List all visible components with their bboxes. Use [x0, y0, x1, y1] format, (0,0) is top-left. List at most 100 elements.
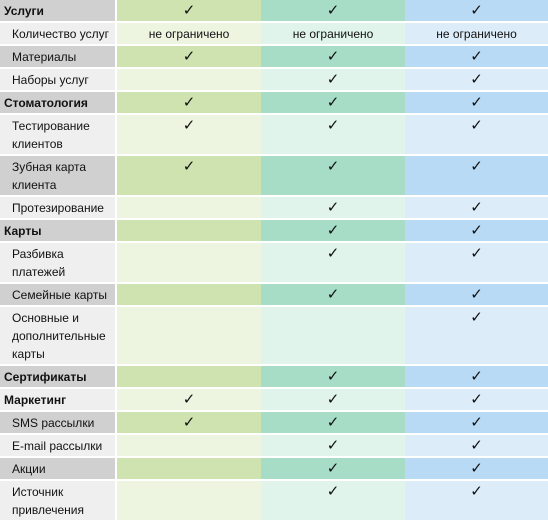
plan-2-cell: ✓ — [261, 91, 405, 115]
plan-3-cell: ✓ — [405, 365, 548, 389]
checkmark-icon: ✓ — [182, 1, 196, 19]
unlimited-text: не ограничено — [436, 27, 517, 41]
plan-3-cell: ✓ — [405, 388, 548, 412]
section-row: Сертификаты ✓ ✓ — [0, 365, 548, 389]
plan-1-cell — [116, 68, 261, 92]
feature-row: E-mail рассылки ✓ ✓ — [0, 434, 548, 458]
feature-row: Источник привлечения ✓ ✓ — [0, 480, 548, 522]
plan-2-cell: не ограничено — [261, 22, 405, 46]
checkmark-icon: ✓ — [470, 47, 483, 65]
plan-1-cell — [116, 434, 261, 458]
plan-2-cell: ✓ — [261, 457, 405, 481]
checkmark-icon: ✓ — [470, 70, 483, 88]
feature-label: Тестирование клиентов — [0, 114, 117, 156]
checkmark-icon: ✓ — [470, 367, 483, 385]
checkmark-icon: ✓ — [182, 390, 196, 408]
checkmark-icon: ✓ — [470, 93, 483, 111]
plan-1-cell: ✓ — [116, 411, 261, 435]
plan-3-cell: ✓ — [405, 68, 548, 92]
feature-label: Разбивка платежей — [0, 242, 117, 284]
plan-2-cell: ✓ — [261, 388, 405, 412]
feature-row: Зубная карта клиента ✓ ✓ ✓ — [0, 155, 548, 197]
plan-3-cell: ✓ — [405, 0, 548, 23]
checkmark-icon: ✓ — [326, 244, 340, 262]
plan-2-cell: ✓ — [261, 365, 405, 389]
checkmark-icon: ✓ — [326, 413, 340, 431]
plan-1-cell — [116, 480, 261, 522]
feature-row: Наборы услуг ✓ ✓ — [0, 68, 548, 92]
plan-3-cell: ✓ — [405, 411, 548, 435]
plan-1-cell: не ограничено — [116, 22, 261, 46]
plan-2-cell: ✓ — [261, 45, 405, 69]
plan-2-cell: ✓ — [261, 155, 405, 197]
feature-row: Основные и дополнительные карты ✓ — [0, 306, 548, 366]
checkmark-icon: ✓ — [470, 116, 483, 134]
plan-3-cell: ✓ — [405, 114, 548, 156]
plan-1-cell — [116, 306, 261, 366]
checkmark-icon: ✓ — [326, 47, 340, 65]
feature-row: Количество услуг не ограничено не ограниче… — [0, 22, 548, 46]
plan-2-cell: ✓ — [261, 196, 405, 220]
plan-1-cell: ✓ — [116, 155, 261, 197]
checkmark-icon: ✓ — [326, 367, 340, 385]
plan-3-cell: ✓ — [405, 306, 548, 366]
plan-3-cell: ✓ — [405, 196, 548, 220]
plan-3-cell: ✓ — [405, 480, 548, 522]
feature-row: Разбивка платежей ✓ ✓ — [0, 242, 548, 284]
plan-1-cell — [116, 457, 261, 481]
checkmark-icon: ✓ — [470, 413, 483, 431]
checkmark-icon: ✓ — [470, 198, 483, 216]
feature-label: Источник привлечения — [0, 480, 117, 522]
checkmark-icon: ✓ — [470, 390, 483, 408]
plan-2-cell: ✓ — [261, 283, 405, 307]
checkmark-icon: ✓ — [326, 1, 340, 19]
section-label: Маркетинг — [0, 388, 117, 412]
feature-label: Зубная карта клиента — [0, 155, 117, 197]
plan-2-cell: ✓ — [261, 480, 405, 522]
section-label: Стоматология — [0, 91, 117, 115]
checkmark-icon: ✓ — [182, 93, 196, 111]
feature-row: SMS рассылки ✓ ✓ ✓ — [0, 411, 548, 435]
plan-3-cell: ✓ — [405, 283, 548, 307]
feature-label: Семейные карты — [0, 283, 117, 307]
feature-label: Наборы услуг — [0, 68, 117, 92]
plan-1-cell — [116, 283, 261, 307]
plan-2-cell: ✓ — [261, 411, 405, 435]
checkmark-icon: ✓ — [326, 436, 340, 454]
plan-2-cell — [261, 306, 405, 366]
checkmark-icon: ✓ — [326, 459, 340, 477]
feature-label: Количество услуг — [0, 22, 117, 46]
checkmark-icon: ✓ — [326, 390, 340, 408]
checkmark-icon: ✓ — [470, 157, 483, 175]
section-row: Маркетинг ✓ ✓ ✓ — [0, 388, 548, 412]
section-row: Услуги ✓ ✓ ✓ — [0, 0, 548, 23]
section-label: Сертификаты — [0, 365, 117, 389]
plan-3-cell: ✓ — [405, 155, 548, 197]
section-label: Карты — [0, 219, 117, 243]
plan-1-cell — [116, 242, 261, 284]
plan-2-cell: ✓ — [261, 434, 405, 458]
plan-1-cell: ✓ — [116, 45, 261, 69]
checkmark-icon: ✓ — [326, 285, 340, 303]
plan-1-cell: ✓ — [116, 388, 261, 412]
feature-label: Материалы — [0, 45, 117, 69]
checkmark-icon: ✓ — [326, 221, 340, 239]
checkmark-icon: ✓ — [182, 116, 196, 134]
checkmark-icon: ✓ — [326, 157, 340, 175]
plan-3-cell: не ограничено — [405, 22, 548, 46]
checkmark-icon: ✓ — [182, 413, 196, 431]
plan-2-cell: ✓ — [261, 219, 405, 243]
section-label: Услуги — [0, 0, 117, 23]
plan-1-cell: ✓ — [116, 91, 261, 115]
checkmark-icon: ✓ — [326, 93, 340, 111]
feature-row: Тестирование клиентов ✓ ✓ ✓ — [0, 114, 548, 156]
checkmark-icon: ✓ — [326, 116, 340, 134]
checkmark-icon: ✓ — [470, 244, 483, 262]
plan-3-cell: ✓ — [405, 219, 548, 243]
plan-3-cell: ✓ — [405, 242, 548, 284]
feature-row: Протезирование ✓ ✓ — [0, 196, 548, 220]
plan-1-cell — [116, 196, 261, 220]
feature-row: Семейные карты ✓ ✓ — [0, 283, 548, 307]
